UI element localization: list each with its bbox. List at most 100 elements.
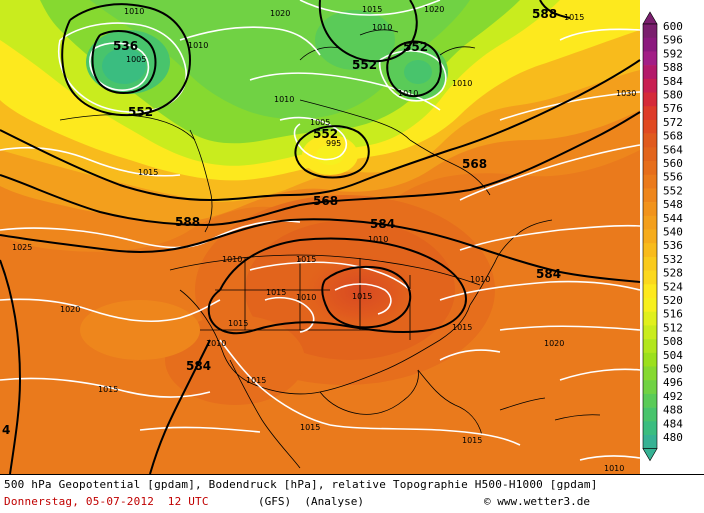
pressure-label: 1025 <box>12 243 32 252</box>
legend-swatch <box>643 51 657 66</box>
geo-label: 536 <box>113 39 138 53</box>
legend-tick-label: 552 <box>663 184 683 197</box>
legend-swatch <box>643 407 657 422</box>
pressure-label: 1010 <box>124 7 144 16</box>
copyright-link[interactable]: © www.wetter3.de <box>484 495 590 508</box>
legend-swatch <box>643 421 657 436</box>
pressure-label: 1010 <box>372 23 392 32</box>
legend-top-arrow <box>642 11 658 25</box>
legend-tick-label: 516 <box>663 308 683 321</box>
legend-tick-label: 536 <box>663 239 683 252</box>
legend-tick-label: 524 <box>663 280 683 293</box>
legend-swatch <box>643 92 657 107</box>
legend-tick-label: 532 <box>663 253 683 266</box>
pressure-label: 1015 <box>300 423 320 432</box>
geo-label: 568 <box>313 194 338 208</box>
pressure-label: 1015 <box>98 385 118 394</box>
valid-date: Donnerstag, 05-07-2012 12 UTC <box>4 495 209 508</box>
legend-tick-label: 580 <box>663 89 683 102</box>
legend-tick-label: 528 <box>663 267 683 280</box>
pressure-label: 1020 <box>424 5 444 14</box>
legend-swatch <box>643 202 657 217</box>
color-legend: 6005965925885845805765725685645605565525… <box>642 11 683 462</box>
geo-label: 552 <box>313 127 338 141</box>
legend-swatch <box>643 352 657 367</box>
weather-map: 536 552 552 552 552 588 568 568 584 584 … <box>0 0 683 474</box>
legend-tick-label: 576 <box>663 102 683 115</box>
legend-tick-label: 500 <box>663 363 683 376</box>
pressure-label: 1020 <box>544 339 564 348</box>
legend-tick-label: 560 <box>663 157 683 170</box>
geopotential-lines <box>0 0 641 474</box>
geo-label: 584 <box>370 217 395 231</box>
pressure-label: 1020 <box>270 9 290 18</box>
pressure-label: 1010 <box>188 41 208 50</box>
pressure-label: 1010 <box>368 235 388 244</box>
pressure-label: 1015 <box>452 323 472 332</box>
legend-swatch <box>643 215 657 230</box>
legend-tick-label: 584 <box>663 75 683 88</box>
pressure-label: 1015 <box>462 436 482 445</box>
geo-label: 552 <box>128 105 153 119</box>
legend-tick-label: 512 <box>663 321 683 334</box>
map-description: 500 hPa Geopotential [gpdam], Bodendruck… <box>4 478 598 491</box>
legend-swatch <box>643 393 657 408</box>
legend-swatch <box>643 119 657 134</box>
geo-label: 584 <box>186 359 211 373</box>
legend-swatch <box>643 188 657 203</box>
geo-label: 588 <box>532 7 557 21</box>
legend-swatch <box>643 435 657 449</box>
legend-swatch <box>643 147 657 162</box>
thickness-shading <box>0 0 640 405</box>
legend-tick-label: 492 <box>663 390 683 403</box>
pressure-label: 1015 <box>228 319 248 328</box>
legend-tick-label: 508 <box>663 335 683 348</box>
pressure-label: 1030 <box>616 89 636 98</box>
pressure-label: 1010 <box>452 79 472 88</box>
legend-swatch <box>643 78 657 93</box>
legend-tick-label: 600 <box>663 20 683 33</box>
pressure-label: 1015 <box>296 255 316 264</box>
legend-tick-label: 544 <box>663 212 683 225</box>
legend-tick-label: 564 <box>663 143 683 156</box>
coastlines-borders <box>59 29 601 469</box>
pressure-label: 1015 <box>352 292 372 301</box>
pressure-label: 1010 <box>398 89 418 98</box>
geo-label: 584 <box>536 267 561 281</box>
legend-swatch <box>643 325 657 340</box>
legend-tick-label: 592 <box>663 47 683 60</box>
geopotential-labels: 536 552 552 552 552 588 568 568 584 584 … <box>2 7 561 437</box>
legend-swatch <box>643 284 657 299</box>
legend-tick-label: 480 <box>663 431 683 444</box>
legend-tick-label: 556 <box>663 171 683 184</box>
legend-swatch <box>643 256 657 271</box>
geo-label: 568 <box>462 157 487 171</box>
pressure-label: 1005 <box>126 55 146 64</box>
pressure-labels: 1010 1005 1010 1010 1020 1015 1010 1015 … <box>12 5 636 473</box>
legend-swatch <box>643 229 657 244</box>
legend-swatch <box>643 243 657 258</box>
model-label: (GFS) (Analyse) <box>258 495 364 508</box>
legend-swatch <box>643 133 657 148</box>
legend-bottom-arrow <box>642 448 658 462</box>
legend-tick-label: 488 <box>663 404 683 417</box>
legend-swatch <box>643 339 657 354</box>
pressure-label: 1010 <box>604 464 624 473</box>
legend-swatch <box>643 65 657 80</box>
pressure-label: 1010 <box>274 95 294 104</box>
legend-tick-label: 484 <box>663 417 683 430</box>
pressure-label: 1015 <box>138 168 158 177</box>
pressure-label: 1010 <box>470 275 490 284</box>
legend-tick-label: 496 <box>663 376 683 389</box>
geo-label: 588 <box>175 215 200 229</box>
pressure-label: 1015 <box>266 288 286 297</box>
pressure-label: 1015 <box>564 13 584 22</box>
legend-tick-label: 596 <box>663 34 683 47</box>
pressure-label: 995 <box>326 139 341 148</box>
pressure-label: 1015 <box>246 376 266 385</box>
legend-swatch <box>643 37 657 52</box>
legend-swatch <box>643 161 657 175</box>
isobars <box>0 0 641 461</box>
pressure-label: 1010 <box>206 339 226 348</box>
legend-swatch <box>643 106 657 121</box>
